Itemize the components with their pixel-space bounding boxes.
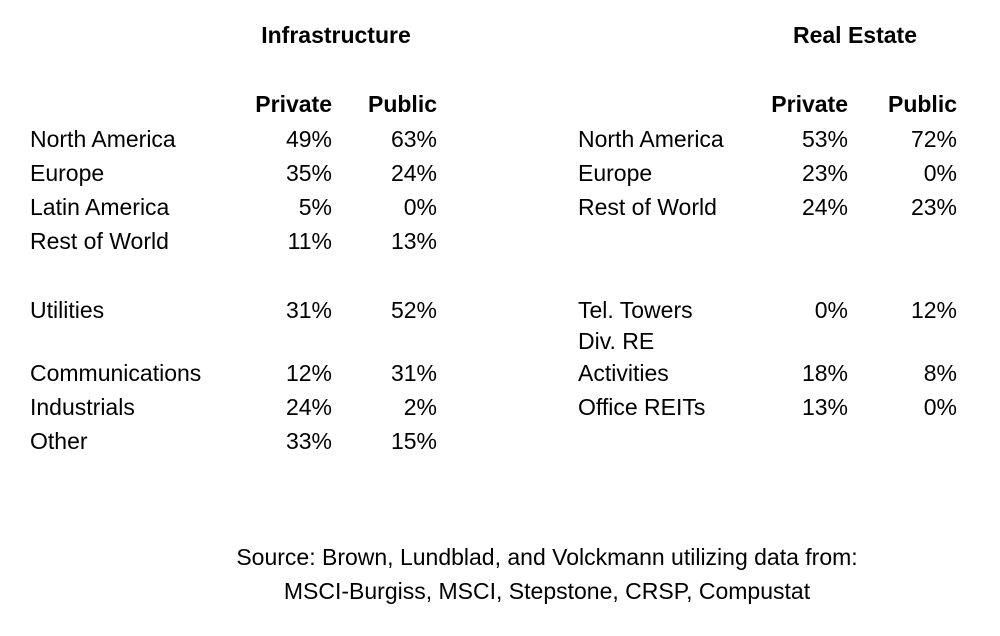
public-value: 63% [390, 125, 437, 152]
column-header-private: Private [771, 91, 848, 117]
column-header-public: Public [367, 91, 437, 117]
row-label: Tel. Towers [578, 297, 693, 323]
public-value: 23% [910, 193, 957, 220]
private-value: 11% [287, 227, 332, 254]
source-line-2: MSCI-Burgiss, MSCI, Stepstone, CRSP, Com… [283, 578, 811, 604]
private-value: 24% [801, 193, 848, 220]
row-label [578, 424, 778, 458]
row-label [30, 258, 255, 295]
real-estate-table: Private Public North America 53% 72% Eur… [578, 87, 957, 458]
private-value: 35% [285, 159, 332, 186]
public-value [332, 258, 437, 295]
row-label: Office REITs [578, 393, 706, 420]
column-header-public: Public [887, 91, 957, 117]
public-value [848, 258, 957, 295]
public-value: 0% [403, 193, 437, 220]
row-label: Utilities [30, 297, 105, 323]
row-label: Other [30, 427, 88, 454]
row-label: North America [578, 125, 724, 152]
column-header-private: Private [255, 91, 332, 117]
private-value: 18% [801, 359, 848, 386]
public-value: 13% [390, 227, 437, 254]
private-value: 33% [285, 427, 332, 454]
public-value: 72% [910, 125, 957, 152]
public-value: 15% [390, 427, 437, 454]
private-value [778, 224, 848, 258]
public-value: 12% [910, 297, 957, 323]
private-value: 5% [298, 193, 332, 220]
row-label: Industrials [30, 393, 135, 420]
private-value: 13% [801, 393, 848, 420]
row-label: North America [30, 125, 176, 152]
infrastructure-table: Private Public North America 49% 63% Eur… [30, 87, 437, 458]
public-value: 24% [390, 159, 437, 186]
source-line-1: Source: Brown, Lundblad, and Volckmann u… [236, 544, 858, 570]
row-label: Rest of World [30, 227, 169, 254]
row-label: Div. RE [578, 327, 655, 354]
public-value [848, 424, 957, 458]
private-value [255, 258, 332, 295]
private-value [778, 326, 848, 356]
row-label [578, 224, 778, 258]
private-value: 0% [814, 297, 848, 323]
private-value: 23% [801, 159, 848, 186]
public-value: 0% [923, 159, 957, 186]
source-attribution: Source: Brown, Lundblad, and Volckmann u… [236, 540, 857, 608]
row-label: Europe [30, 159, 105, 186]
public-value: 2% [403, 393, 437, 420]
row-label: Activities [578, 359, 669, 386]
row-label: Communications [30, 359, 202, 386]
column-header-spacer [30, 87, 255, 122]
row-label [30, 326, 255, 356]
public-value: 52% [390, 297, 437, 323]
private-value: 24% [285, 393, 332, 420]
row-label: Europe [578, 159, 653, 186]
private-value: 31% [285, 297, 332, 323]
public-value [848, 224, 957, 258]
private-value: 49% [285, 125, 332, 152]
row-label [578, 258, 778, 295]
row-label: Rest of World [578, 193, 717, 220]
private-value [255, 326, 332, 356]
private-value: 53% [801, 125, 848, 152]
public-value: 8% [923, 359, 957, 386]
private-value [778, 258, 848, 295]
row-label: Latin America [30, 193, 170, 220]
private-value [778, 424, 848, 458]
public-value: 0% [923, 393, 957, 420]
real-estate-title: Real Estate [792, 22, 918, 48]
public-value [332, 326, 437, 356]
column-header-spacer [578, 87, 778, 122]
public-value: 31% [390, 359, 437, 386]
public-value [848, 326, 957, 356]
private-value: 12% [285, 359, 332, 386]
infrastructure-title: Infrastructure [261, 22, 411, 48]
